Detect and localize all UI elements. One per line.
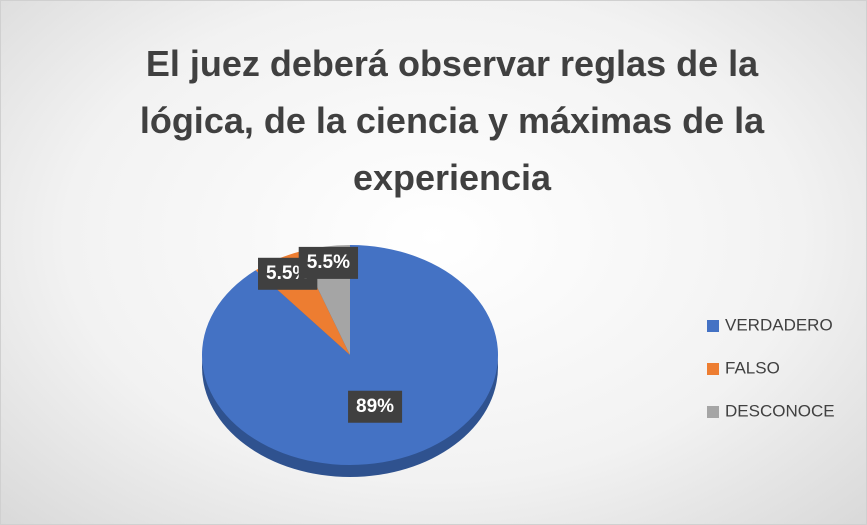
legend-label: FALSO [725, 358, 780, 377]
legend-swatch [707, 406, 719, 418]
data-label: 89% [356, 396, 394, 417]
legend-swatch [707, 320, 719, 332]
legend-label: VERDADERO [725, 315, 833, 334]
data-label: 5.5% [266, 263, 309, 284]
chart-title: El juez deberá observar reglas de la lóg… [139, 43, 765, 198]
data-label-box [298, 246, 359, 279]
legend-label: DESCONOCE [725, 401, 835, 420]
data-label: 5.5% [307, 252, 350, 273]
legend-swatch [707, 363, 719, 375]
data-label-box [348, 390, 403, 423]
